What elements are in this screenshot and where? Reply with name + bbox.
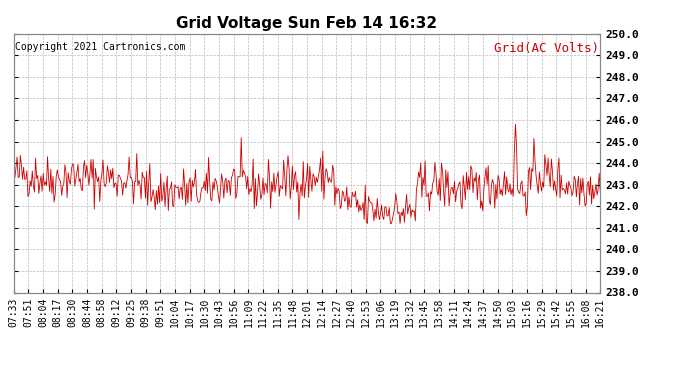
Text: Copyright 2021 Cartronics.com: Copyright 2021 Cartronics.com bbox=[15, 42, 186, 51]
Text: Grid(AC Volts): Grid(AC Volts) bbox=[494, 42, 599, 54]
Title: Grid Voltage Sun Feb 14 16:32: Grid Voltage Sun Feb 14 16:32 bbox=[177, 16, 437, 31]
